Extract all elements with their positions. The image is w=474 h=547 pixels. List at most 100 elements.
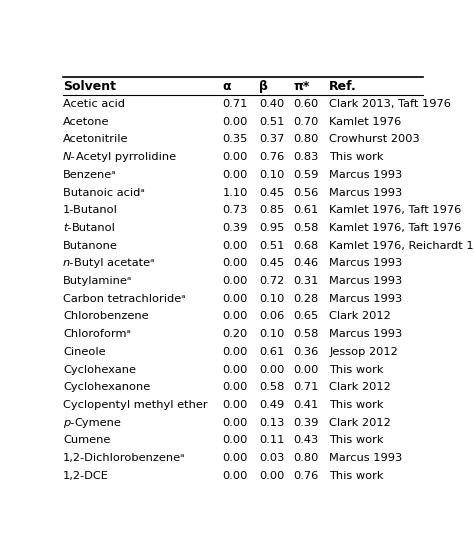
Text: 0.46: 0.46: [293, 258, 319, 269]
Text: 0.56: 0.56: [293, 188, 319, 197]
Text: 0.95: 0.95: [259, 223, 285, 233]
Text: 0.58: 0.58: [293, 223, 319, 233]
Text: Acetyl pyrrolidine: Acetyl pyrrolidine: [75, 152, 176, 162]
Text: Carbon tetrachlorideᵃ: Carbon tetrachlorideᵃ: [63, 294, 185, 304]
Text: 0.43: 0.43: [293, 435, 319, 445]
Text: 0.00: 0.00: [223, 241, 248, 251]
Text: 0.37: 0.37: [259, 135, 285, 144]
Text: 0.85: 0.85: [259, 205, 285, 216]
Text: This work: This work: [329, 365, 384, 375]
Text: 0.00: 0.00: [223, 382, 248, 392]
Text: 0.31: 0.31: [293, 276, 319, 286]
Text: 0.49: 0.49: [259, 400, 285, 410]
Text: 0.10: 0.10: [259, 170, 285, 180]
Text: 0.00: 0.00: [223, 347, 248, 357]
Text: 0.36: 0.36: [293, 347, 319, 357]
Text: Chloroformᵃ: Chloroformᵃ: [63, 329, 131, 339]
Text: 0.76: 0.76: [259, 152, 285, 162]
Text: Marcus 1993: Marcus 1993: [329, 329, 402, 339]
Text: Acetic acid: Acetic acid: [63, 99, 125, 109]
Text: Clark 2012: Clark 2012: [329, 418, 391, 428]
Text: Acetone: Acetone: [63, 117, 109, 127]
Text: 0.10: 0.10: [259, 294, 285, 304]
Text: Butyl acetateᵃ: Butyl acetateᵃ: [74, 258, 155, 269]
Text: Marcus 1993: Marcus 1993: [329, 294, 402, 304]
Text: 1,2-Dichlorobenzeneᵃ: 1,2-Dichlorobenzeneᵃ: [63, 453, 185, 463]
Text: Cumene: Cumene: [63, 435, 110, 445]
Text: 0.83: 0.83: [293, 152, 319, 162]
Text: Kamlet 1976: Kamlet 1976: [329, 117, 401, 127]
Text: 0.00: 0.00: [223, 258, 248, 269]
Text: 0.73: 0.73: [223, 205, 248, 216]
Text: Benzeneᵃ: Benzeneᵃ: [63, 170, 117, 180]
Text: 0.00: 0.00: [223, 276, 248, 286]
Text: 0.06: 0.06: [259, 311, 285, 322]
Text: 0.71: 0.71: [223, 99, 248, 109]
Text: 0.39: 0.39: [293, 418, 319, 428]
Text: 0.65: 0.65: [293, 311, 319, 322]
Text: 0.58: 0.58: [259, 382, 285, 392]
Text: 0.60: 0.60: [293, 99, 319, 109]
Text: 0.40: 0.40: [259, 99, 285, 109]
Text: π*: π*: [293, 80, 310, 93]
Text: 0.68: 0.68: [293, 241, 319, 251]
Text: 0.80: 0.80: [293, 135, 319, 144]
Text: 1.10: 1.10: [223, 188, 248, 197]
Text: Marcus 1993: Marcus 1993: [329, 276, 402, 286]
Text: Kamlet 1976, Taft 1976: Kamlet 1976, Taft 1976: [329, 205, 462, 216]
Text: 0.13: 0.13: [259, 418, 285, 428]
Text: 0.00: 0.00: [223, 152, 248, 162]
Text: 1,2-DCE: 1,2-DCE: [63, 471, 109, 481]
Text: β: β: [259, 80, 268, 93]
Text: t-: t-: [63, 223, 72, 233]
Text: 0.00: 0.00: [223, 471, 248, 481]
Text: 0.00: 0.00: [223, 435, 248, 445]
Text: 0.61: 0.61: [259, 347, 285, 357]
Text: 0.35: 0.35: [223, 135, 248, 144]
Text: Ref.: Ref.: [329, 80, 357, 93]
Text: Chlorobenzene: Chlorobenzene: [63, 311, 148, 322]
Text: Acetonitrile: Acetonitrile: [63, 135, 128, 144]
Text: 1-Butanol: 1-Butanol: [63, 205, 118, 216]
Text: 0.61: 0.61: [293, 205, 319, 216]
Text: 0.00: 0.00: [223, 400, 248, 410]
Text: 0.59: 0.59: [293, 170, 319, 180]
Text: This work: This work: [329, 435, 384, 445]
Text: Cyclopentyl methyl ether: Cyclopentyl methyl ether: [63, 400, 208, 410]
Text: 0.03: 0.03: [259, 453, 285, 463]
Text: 0.00: 0.00: [259, 471, 285, 481]
Text: 0.00: 0.00: [293, 365, 319, 375]
Text: N-: N-: [63, 152, 75, 162]
Text: 0.76: 0.76: [293, 471, 319, 481]
Text: Butanone: Butanone: [63, 241, 118, 251]
Text: 0.70: 0.70: [293, 117, 319, 127]
Text: Jessop 2012: Jessop 2012: [329, 347, 398, 357]
Text: 0.00: 0.00: [223, 117, 248, 127]
Text: p-: p-: [63, 418, 74, 428]
Text: This work: This work: [329, 152, 384, 162]
Text: Cineole: Cineole: [63, 347, 106, 357]
Text: 0.20: 0.20: [223, 329, 248, 339]
Text: 0.72: 0.72: [259, 276, 285, 286]
Text: Cymene: Cymene: [74, 418, 121, 428]
Text: 0.51: 0.51: [259, 117, 285, 127]
Text: 0.58: 0.58: [293, 329, 319, 339]
Text: 0.00: 0.00: [223, 294, 248, 304]
Text: Butanol: Butanol: [72, 223, 116, 233]
Text: 0.45: 0.45: [259, 258, 285, 269]
Text: α: α: [223, 80, 231, 93]
Text: Butanoic acidᵃ: Butanoic acidᵃ: [63, 188, 145, 197]
Text: 0.00: 0.00: [223, 453, 248, 463]
Text: 0.71: 0.71: [293, 382, 319, 392]
Text: 0.28: 0.28: [293, 294, 319, 304]
Text: 0.00: 0.00: [223, 365, 248, 375]
Text: Marcus 1993: Marcus 1993: [329, 258, 402, 269]
Text: 0.00: 0.00: [223, 311, 248, 322]
Text: This work: This work: [329, 471, 384, 481]
Text: n-: n-: [63, 258, 74, 269]
Text: 0.51: 0.51: [259, 241, 285, 251]
Text: Cyclohexane: Cyclohexane: [63, 365, 136, 375]
Text: 0.00: 0.00: [223, 170, 248, 180]
Text: 0.41: 0.41: [293, 400, 319, 410]
Text: Clark 2012: Clark 2012: [329, 311, 391, 322]
